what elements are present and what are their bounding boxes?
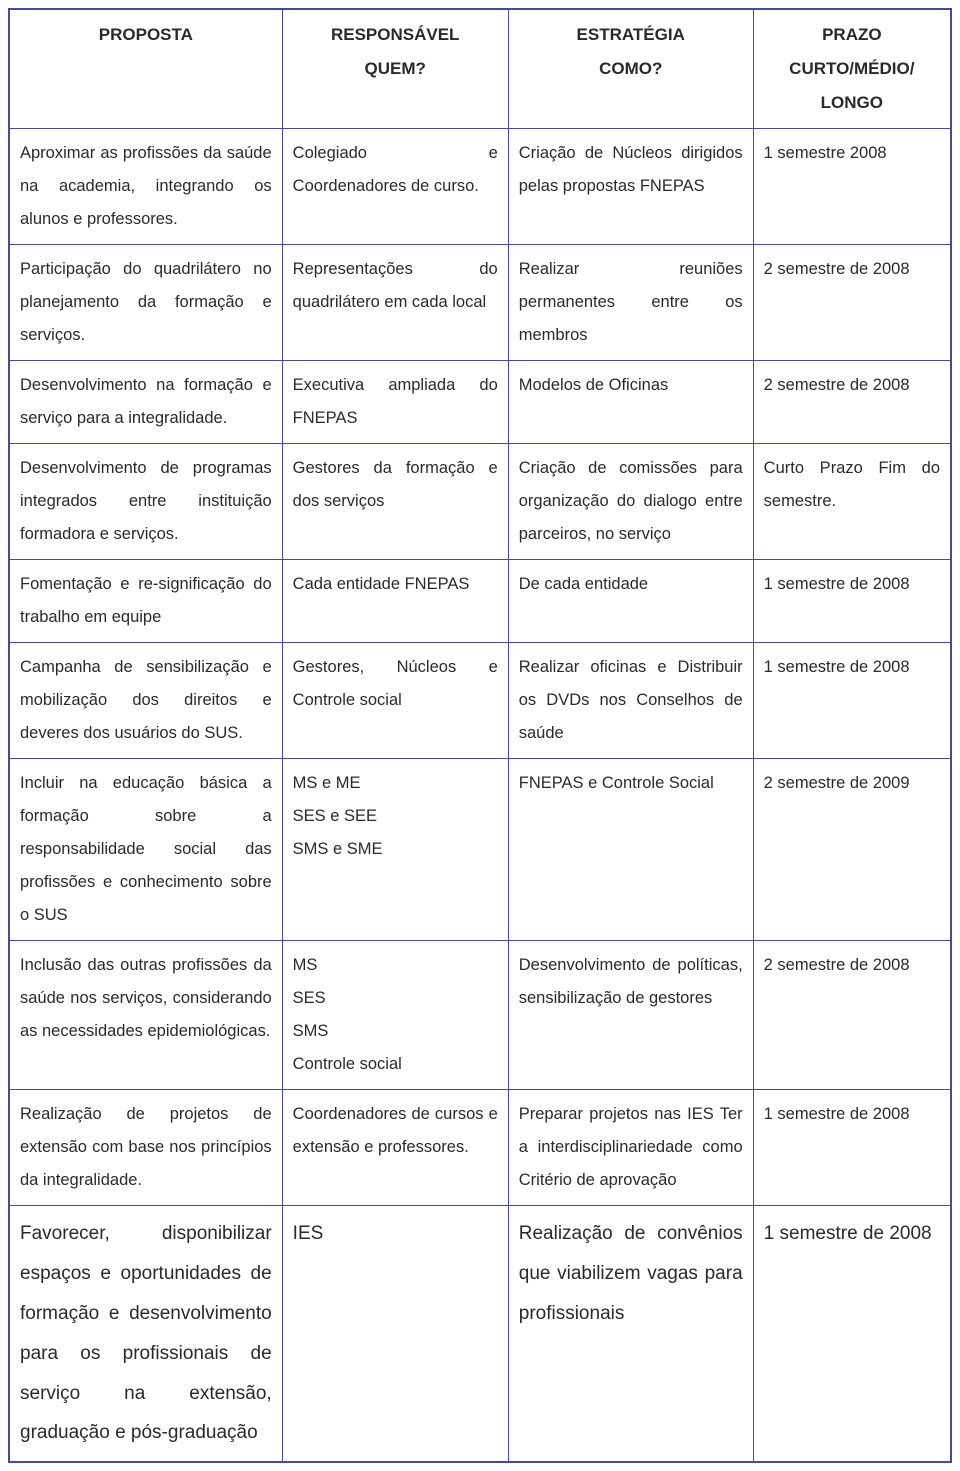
table-row: Realização de projetos de extensão com b… [9,1090,951,1206]
header-responsavel-l1: RESPONSÁVEL [331,25,459,44]
cell-prazo: Curto Prazo Fim do semestre. [753,444,951,560]
cell-prazo: 2 semestre de 2009 [753,759,951,941]
cell-prazo: 2 semestre de 2008 [753,361,951,444]
cell-estrategia: Realizar reuniões permanentes entre os m… [508,245,753,361]
table-body: Aproximar as profissões da saúde na acad… [9,129,951,1463]
cell-estrategia: Criação de Núcleos dirigidos pelas propo… [508,129,753,245]
cell-prazo: 1 semestre de 2008 [753,560,951,643]
cell-responsavel: Coordenadores de cursos e extensão e pro… [282,1090,508,1206]
table-row: Campanha de sensibilização e mobilização… [9,643,951,759]
header-proposta: PROPOSTA [9,9,282,129]
cell-prazo: 1 semestre de 2008 [753,1090,951,1206]
table-row: Favorecer, disponibilizar espaços e opor… [9,1206,951,1463]
header-proposta-text: PROPOSTA [99,25,193,44]
cell-responsavel: Representações do quadrilátero em cada l… [282,245,508,361]
cell-proposta: Fomentação e re-significação do trabalho… [9,560,282,643]
table-row: Inclusão das outras profissões da saúde … [9,941,951,1090]
cell-estrategia: Realizar oficinas e Distribuir os DVDs n… [508,643,753,759]
cell-proposta: Realização de projetos de extensão com b… [9,1090,282,1206]
cell-estrategia: Modelos de Oficinas [508,361,753,444]
cell-proposta: Desenvolvimento na formação e serviço pa… [9,361,282,444]
table-header-row: PROPOSTA RESPONSÁVEL QUEM? ESTRATÉGIA CO… [9,9,951,129]
header-estrategia-l1: ESTRATÉGIA [577,25,685,44]
cell-estrategia: Realização de convênios que viabilizem v… [508,1206,753,1463]
table-row: Desenvolvimento na formação e serviço pa… [9,361,951,444]
cell-responsavel: Gestores da formação e dos serviços [282,444,508,560]
cell-responsavel: Cada entidade FNEPAS [282,560,508,643]
cell-proposta: Desenvolvimento de programas integrados … [9,444,282,560]
table-row: Fomentação e re-significação do trabalho… [9,560,951,643]
cell-prazo: 2 semestre de 2008 [753,245,951,361]
header-prazo-l2: CURTO/MÉDIO/ [789,59,914,78]
cell-proposta: Participação do quadrilátero no planejam… [9,245,282,361]
header-prazo-l1: PRAZO [822,25,882,44]
cell-proposta: Incluir na educação básica a formação so… [9,759,282,941]
cell-responsavel: Executiva ampliada do FNEPAS [282,361,508,444]
table-row: Participação do quadrilátero no planejam… [9,245,951,361]
header-prazo-l3: LONGO [821,93,883,112]
cell-responsavel: MSSESSMSControle social [282,941,508,1090]
header-prazo: PRAZO CURTO/MÉDIO/ LONGO [753,9,951,129]
header-responsavel-l2: QUEM? [365,59,426,78]
cell-prazo: 2 semestre de 2008 [753,941,951,1090]
cell-prazo: 1 semestre de 2008 [753,643,951,759]
cell-proposta: Aproximar as profissões da saúde na acad… [9,129,282,245]
header-estrategia: ESTRATÉGIA COMO? [508,9,753,129]
cell-estrategia: FNEPAS e Controle Social [508,759,753,941]
cell-responsavel: MS e MESES e SEESMS e SME [282,759,508,941]
cell-prazo: 1 semestre de 2008 [753,1206,951,1463]
cell-responsavel: Gestores, Núcleos e Controle social [282,643,508,759]
cell-proposta: Inclusão das outras profissões da saúde … [9,941,282,1090]
cell-estrategia: Preparar projetos nas IES Ter a interdis… [508,1090,753,1206]
cell-prazo: 1 semestre 2008 [753,129,951,245]
header-responsavel: RESPONSÁVEL QUEM? [282,9,508,129]
header-estrategia-l2: COMO? [599,59,662,78]
cell-estrategia: Desenvolvimento de políticas, sensibiliz… [508,941,753,1090]
cell-proposta: Campanha de sensibilização e mobilização… [9,643,282,759]
table-row: Desenvolvimento de programas integrados … [9,444,951,560]
cell-estrategia: Criação de comissões para organização do… [508,444,753,560]
cell-estrategia: De cada entidade [508,560,753,643]
cell-responsavel: IES [282,1206,508,1463]
cell-proposta: Favorecer, disponibilizar espaços e opor… [9,1206,282,1463]
proposals-table: PROPOSTA RESPONSÁVEL QUEM? ESTRATÉGIA CO… [8,8,952,1463]
table-row: Incluir na educação básica a formação so… [9,759,951,941]
cell-responsavel: Colegiado e Coordenadores de curso. [282,129,508,245]
table-row: Aproximar as profissões da saúde na acad… [9,129,951,245]
